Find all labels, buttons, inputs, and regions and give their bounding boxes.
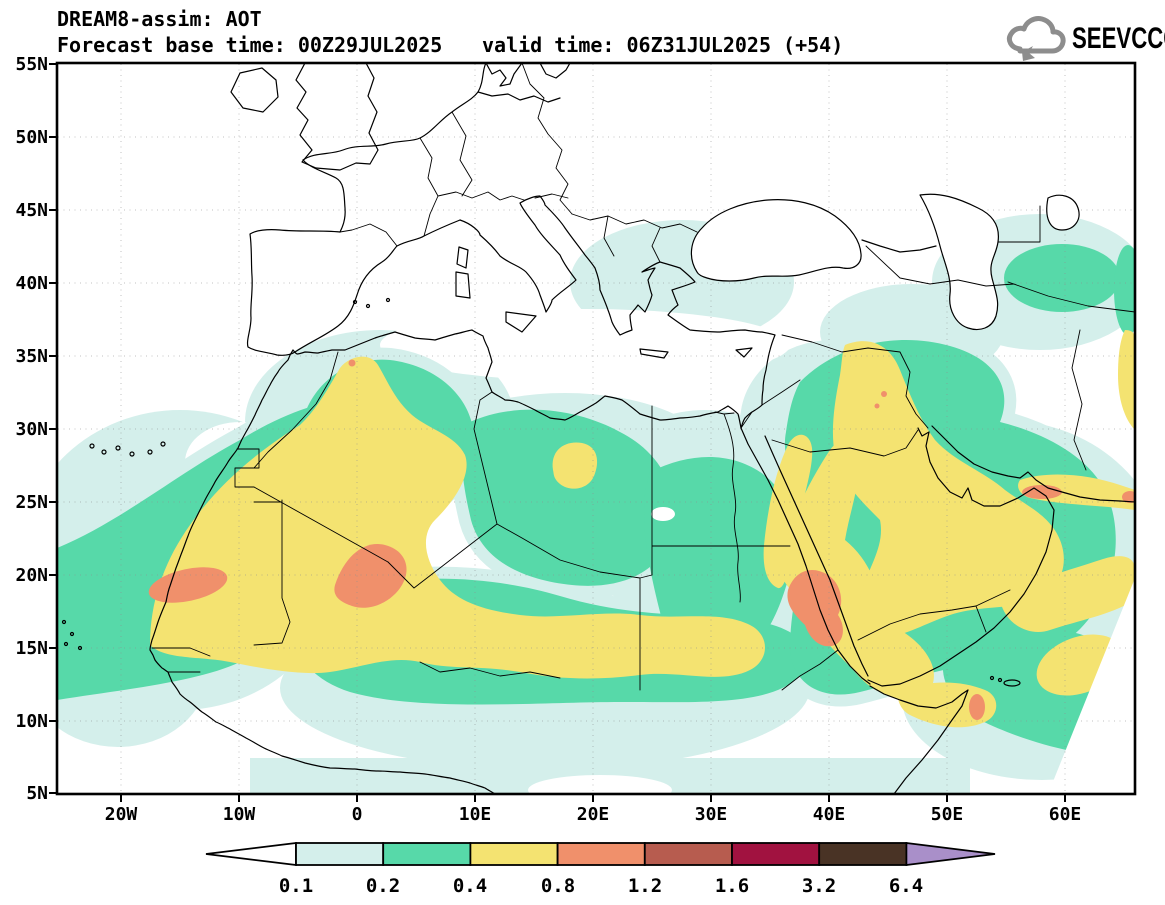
x-axis-labels: 20W 10W 0 10E 20E 30E 40E 50E 60E bbox=[105, 804, 1082, 825]
y-axis-labels: 55N 50N 45N 40N 35N 30N 25N 20N 15N 10N … bbox=[15, 54, 48, 804]
logo-text: SEEVCCC bbox=[1072, 21, 1165, 55]
colorbar-label: 0.4 bbox=[453, 875, 487, 897]
colorbar-label: 1.2 bbox=[628, 875, 662, 897]
x-tick-label: 30E bbox=[695, 804, 728, 825]
colorbar-segment bbox=[556, 842, 646, 866]
y-tick-label: 15N bbox=[15, 638, 48, 659]
map-frame bbox=[49, 61, 1137, 802]
colorbar-segment bbox=[643, 842, 733, 866]
x-tick-label: 50E bbox=[931, 804, 964, 825]
cloud-arrow-icon bbox=[1022, 46, 1035, 61]
aot-below-min bbox=[58, 64, 790, 502]
x-tick-label: 20W bbox=[105, 804, 138, 825]
y-tick-label: 55N bbox=[15, 54, 48, 75]
axis-ticks bbox=[49, 63, 1066, 802]
page-title: DREAM8-assim: AOT bbox=[57, 7, 262, 31]
colorbar-segment bbox=[295, 842, 385, 866]
colorbar-label: 0.8 bbox=[541, 875, 575, 897]
country-borders bbox=[151, 64, 1134, 691]
y-tick-label: 50N bbox=[15, 127, 48, 148]
y-tick-label: 5N bbox=[26, 783, 48, 804]
cloud-icon bbox=[1006, 16, 1066, 54]
colorbar-label: 0.1 bbox=[279, 875, 313, 897]
black-sea bbox=[690, 199, 862, 282]
y-tick-label: 40N bbox=[15, 273, 48, 294]
y-tick-label: 20N bbox=[15, 565, 48, 586]
colorbar: 0.1 0.2 0.4 0.8 1.2 1.6 3.2 6.4 bbox=[205, 841, 996, 897]
x-tick-label: 40E bbox=[813, 804, 846, 825]
y-tick-label: 35N bbox=[15, 346, 48, 367]
aot-level-0.4 bbox=[150, 330, 1134, 728]
x-tick-label: 20E bbox=[577, 804, 610, 825]
x-tick-label: 10W bbox=[223, 804, 256, 825]
forecast-base-time: Forecast base time: 00Z29JUL2025 bbox=[57, 33, 442, 57]
x-tick-label: 60E bbox=[1049, 804, 1082, 825]
coastlines bbox=[61, 64, 1134, 793]
y-tick-label: 30N bbox=[15, 419, 48, 440]
colorbar-label: 3.2 bbox=[802, 875, 836, 897]
colorbar-label: 1.6 bbox=[715, 875, 749, 897]
valid-time: valid time: 06Z31JUL2025 (+54) bbox=[482, 33, 843, 57]
colorbar-label: 6.4 bbox=[889, 875, 923, 897]
basemap bbox=[61, 64, 1134, 793]
colorbar-segment bbox=[469, 842, 559, 866]
aral-sea bbox=[1046, 194, 1080, 231]
caspian-sea bbox=[919, 193, 1000, 331]
colorbar-segment bbox=[818, 842, 908, 866]
seevccc-logo: SEEVCCC bbox=[1006, 16, 1165, 61]
colorbar-segment bbox=[382, 842, 472, 866]
y-tick-label: 25N bbox=[15, 492, 48, 513]
colorbar-label: 0.2 bbox=[366, 875, 400, 897]
x-tick-label: 10E bbox=[459, 804, 492, 825]
y-tick-label: 10N bbox=[15, 711, 48, 732]
colorbar-above-arrow bbox=[905, 841, 996, 867]
domain-edge bbox=[58, 580, 1134, 793]
y-tick-label: 45N bbox=[15, 200, 48, 221]
colorbar-segment bbox=[731, 842, 821, 866]
x-tick-label: 0 bbox=[352, 804, 363, 825]
colorbar-below-arrow bbox=[205, 841, 297, 867]
aot-level-0.8 bbox=[148, 359, 1134, 720]
